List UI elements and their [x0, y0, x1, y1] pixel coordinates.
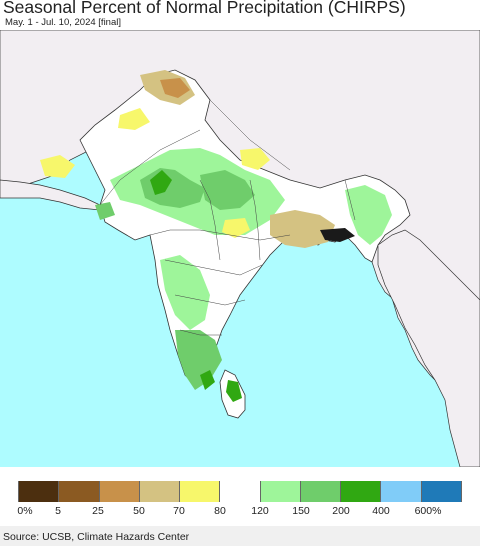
map-title: Seasonal Percent of Normal Precipitation… — [3, 0, 406, 17]
source-credit: Source: UCSB, Climate Hazards Center — [3, 531, 190, 543]
legend-tick-label: 25 — [92, 505, 104, 517]
legend-swatch — [99, 481, 140, 502]
precipitation-patches — [40, 70, 392, 402]
legend-swatch — [300, 481, 342, 502]
legend-swatch — [260, 481, 301, 502]
legend-tick-label: 50 — [133, 505, 145, 517]
legend-swatch — [18, 481, 60, 502]
map-subtitle: May. 1 - Jul. 10, 2024 [final] — [5, 17, 121, 28]
legend-swatch — [341, 481, 382, 502]
legend-tick-label: 80 — [214, 505, 226, 517]
legend-swatch — [220, 481, 261, 502]
legend-swatch — [421, 481, 462, 502]
legend-tick-label: 0% — [17, 505, 33, 517]
legend-tick-label: 200 — [332, 505, 350, 517]
legend-swatch — [139, 481, 181, 502]
legend-tick-label: 400 — [372, 505, 390, 517]
legend-swatch — [59, 481, 100, 502]
legend-tick-label: 600% — [414, 505, 442, 517]
myanmar-land — [377, 229, 480, 468]
precipitation-map — [0, 29, 480, 468]
legend-tick-label: 120 — [251, 505, 269, 517]
legend-swatch — [381, 481, 422, 502]
legend-bar — [18, 481, 462, 502]
map-svg — [0, 29, 480, 468]
source-bar — [0, 526, 480, 546]
admin-borders — [99, 99, 356, 336]
legend-swatch — [180, 481, 221, 502]
legend-tick-label: 150 — [292, 505, 310, 517]
legend-tick-label: 5 — [55, 505, 61, 517]
legend-tick-label: 70 — [173, 505, 185, 517]
